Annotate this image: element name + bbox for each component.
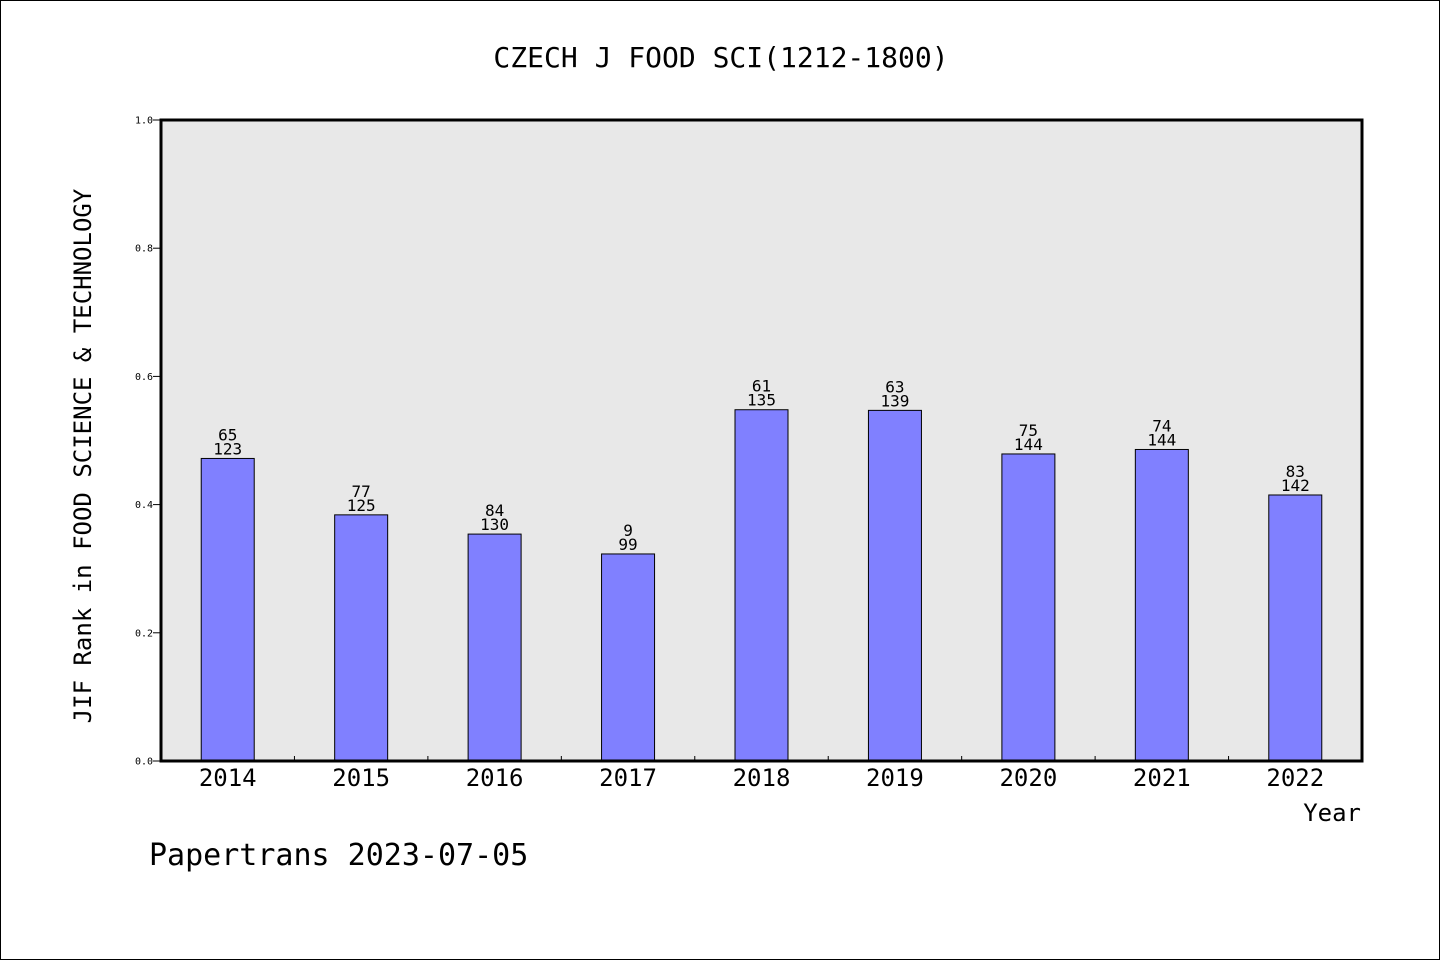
bar-rank-label: 83	[1286, 462, 1305, 481]
bar-total-label: 142	[1281, 476, 1310, 495]
bar-total-label: 130	[480, 515, 509, 534]
bar-total-label: 99	[618, 535, 637, 554]
y-tick-label: 1.0	[135, 116, 153, 127]
x-tick-label: 2019	[866, 764, 924, 792]
chart-title: CZECH J FOOD SCI(1212-1800)	[493, 41, 948, 74]
bar-rank-label: 63	[885, 377, 904, 396]
credit-text: Papertrans 2023-07-05	[149, 838, 528, 873]
bar-rank-label: 75	[1019, 421, 1038, 440]
x-tick-label: 2014	[199, 764, 257, 792]
y-tick-label: 0.2	[135, 628, 153, 639]
x-tick-label: 2015	[332, 764, 390, 792]
bar-total-label: 123	[213, 439, 242, 458]
y-tick-label: 0.0	[135, 757, 153, 768]
x-tick-label: 2021	[1133, 764, 1191, 792]
bar-rank-label: 65	[218, 425, 237, 444]
x-axis-ticks: 2014 2015 2016 2017 2018 2019 2020 2021 2022	[199, 756, 1324, 792]
bar-rank-label: 61	[752, 377, 771, 396]
bar-total-label: 135	[747, 391, 776, 410]
x-tick-label: 2016	[466, 764, 524, 792]
y-tick-label: 0.4	[135, 500, 153, 511]
bar	[200, 457, 255, 762]
x-tick-label: 2020	[999, 764, 1057, 792]
bar	[334, 514, 389, 762]
bar	[867, 409, 922, 762]
bar-total-label: 125	[347, 496, 376, 515]
bar	[734, 409, 789, 762]
x-tick-label: 2017	[599, 764, 657, 792]
x-axis-label: Year	[1303, 799, 1361, 827]
bar	[1001, 453, 1056, 762]
bar-total-label: 144	[1147, 430, 1176, 449]
x-tick-label: 2022	[1266, 764, 1324, 792]
y-axis-ticks: 0.0 0.2 0.4 0.6 0.8 1.0	[135, 116, 161, 768]
y-axis-label: JIF Rank in FOOD SCIENCE & TECHNOLOGY	[69, 188, 97, 723]
bar-total-label: 144	[1014, 435, 1043, 454]
bar-rank-label: 77	[352, 482, 371, 501]
bar-rank-label: 9	[623, 521, 633, 540]
bar	[1134, 448, 1189, 762]
bar	[1268, 494, 1323, 762]
bar-rank-label: 84	[485, 501, 504, 520]
y-tick-label: 0.6	[135, 372, 153, 383]
plot-border	[159, 118, 1364, 763]
bar-total-label: 139	[880, 391, 909, 410]
bar	[601, 553, 656, 762]
y-tick-label: 0.8	[135, 244, 153, 255]
bar-rank-label: 74	[1152, 416, 1171, 435]
bar	[467, 533, 522, 762]
x-tick-label: 2018	[733, 764, 791, 792]
